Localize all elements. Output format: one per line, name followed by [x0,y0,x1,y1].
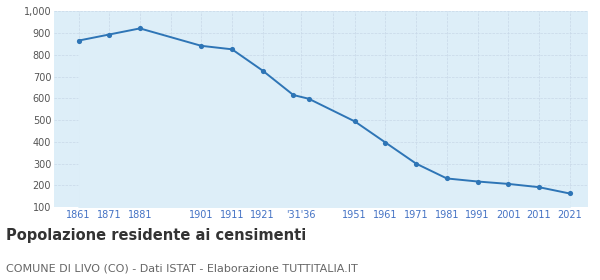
Point [565,191,574,196]
Point [289,93,298,97]
Point [503,182,513,186]
Point [473,179,482,184]
Point [197,44,206,48]
Text: Popolazione residente ai censimenti: Popolazione residente ai censimenti [6,228,306,243]
Point [412,161,421,166]
Point [258,68,268,73]
Point [304,97,314,101]
Point [380,140,390,145]
Point [350,119,359,124]
Point [74,38,83,43]
Point [135,26,145,31]
Point [227,47,237,52]
Text: COMUNE DI LIVO (CO) - Dati ISTAT - Elaborazione TUTTITALIA.IT: COMUNE DI LIVO (CO) - Dati ISTAT - Elabo… [6,263,358,273]
Point [442,176,452,181]
Point [104,32,114,37]
Point [534,185,544,189]
